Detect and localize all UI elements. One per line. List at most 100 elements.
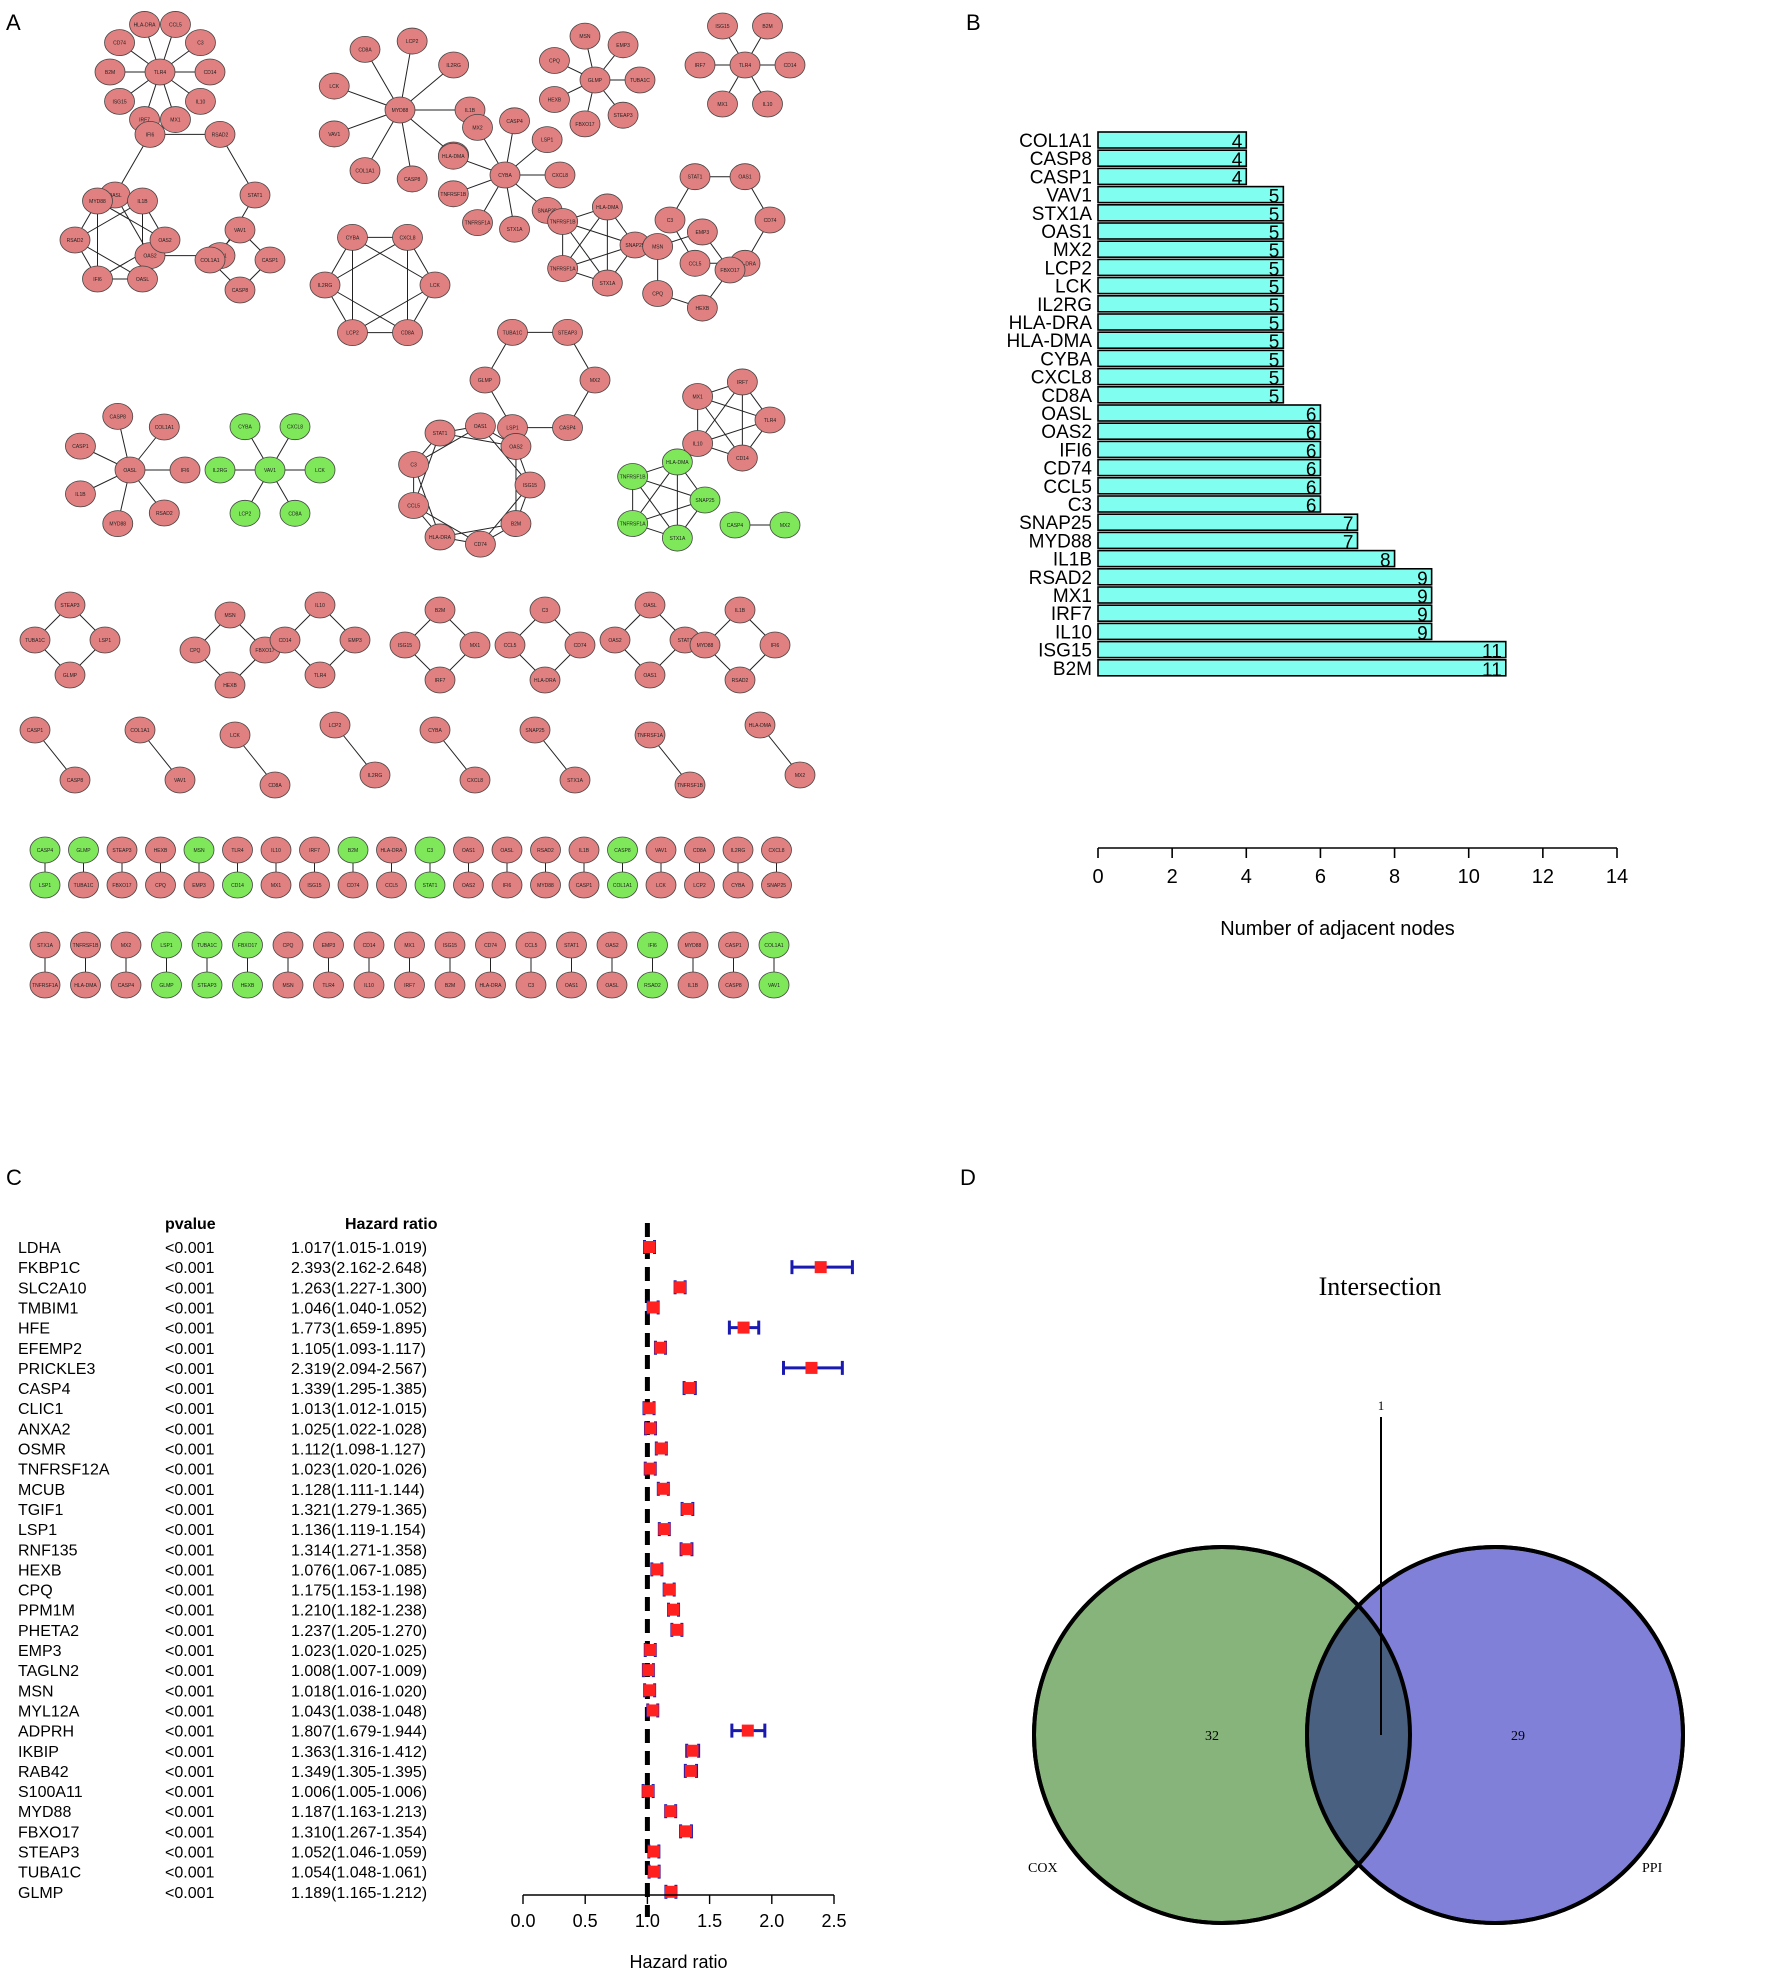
network-node-label: FBXO17 bbox=[112, 883, 131, 889]
network-node bbox=[353, 931, 385, 959]
network-node bbox=[269, 626, 301, 654]
hr-text-label: 1.175(1.153-1.198) bbox=[291, 1583, 427, 1600]
hr-point bbox=[674, 1281, 687, 1294]
hr-point bbox=[680, 1543, 693, 1556]
hr-point bbox=[683, 1382, 696, 1395]
network-node bbox=[232, 971, 263, 999]
bar-LCK bbox=[1097, 276, 1285, 295]
network-node bbox=[729, 51, 761, 79]
bar-CD74 bbox=[1097, 458, 1322, 477]
bar-CASP8 bbox=[1097, 149, 1248, 168]
network-node bbox=[104, 29, 135, 57]
network-node bbox=[224, 276, 256, 304]
network-node bbox=[642, 233, 674, 260]
network-node bbox=[462, 113, 493, 141]
gene-label: FKBP1C bbox=[18, 1260, 80, 1277]
network-node-label: IFI6 bbox=[503, 883, 512, 889]
gene-label: HFE bbox=[18, 1321, 50, 1338]
network-node-label: TNFRSF1A bbox=[620, 522, 647, 528]
bar-MX2 bbox=[1097, 240, 1285, 258]
network-node bbox=[59, 226, 91, 254]
bar-VAV1 bbox=[1097, 185, 1285, 204]
bar-IRF7 bbox=[1097, 604, 1433, 623]
bar-CD8A bbox=[1097, 385, 1285, 404]
network-node bbox=[539, 47, 570, 74]
hr-point bbox=[663, 1583, 676, 1596]
network-node-label: CASP1 bbox=[725, 943, 742, 949]
network-node bbox=[299, 836, 330, 864]
panel-label-a: A bbox=[6, 10, 21, 35]
bar-value-label: 9 bbox=[1417, 605, 1428, 626]
network-node bbox=[591, 269, 623, 297]
network-node bbox=[110, 931, 142, 959]
bar-STX1A bbox=[1097, 204, 1285, 222]
network-node-label: EMP3 bbox=[348, 638, 362, 644]
bar-category-label: CD8A bbox=[1041, 386, 1092, 407]
hr-point bbox=[655, 1442, 668, 1455]
network-node-label: B2M bbox=[348, 848, 358, 854]
network-node bbox=[82, 265, 113, 293]
network-node bbox=[758, 931, 790, 959]
hr-point bbox=[643, 1684, 656, 1697]
network-node-label: OAS2 bbox=[509, 444, 523, 450]
bar-COL1A1 bbox=[1097, 131, 1248, 149]
hr-text-label: 1.023(1.020-1.025) bbox=[291, 1643, 427, 1660]
bar-IL10 bbox=[1097, 622, 1433, 641]
network-node-label: STAT1 bbox=[248, 193, 263, 199]
gene-label: RNF135 bbox=[18, 1542, 78, 1559]
network-node bbox=[319, 711, 351, 739]
hr-point bbox=[644, 1462, 657, 1475]
network-node-label: MX2 bbox=[472, 125, 483, 131]
network-node bbox=[214, 671, 246, 699]
hr-text-label: 1.025(1.022-1.028) bbox=[291, 1421, 427, 1438]
network-node-label: HEXB bbox=[548, 98, 562, 104]
hr-point bbox=[646, 1704, 659, 1717]
network-node bbox=[529, 666, 561, 694]
network-node-label: IRF7 bbox=[139, 118, 150, 124]
network-node bbox=[164, 766, 196, 794]
network-node-label: HLA-DRA bbox=[534, 678, 557, 684]
network-node bbox=[106, 871, 138, 899]
x-tick-label: 14 bbox=[1606, 866, 1628, 888]
network-node-label: CD14 bbox=[363, 943, 376, 949]
hr-text-label: 1.112(1.098-1.127) bbox=[291, 1442, 426, 1459]
pvalue-label: <0.001 bbox=[165, 1865, 214, 1882]
network-node bbox=[645, 871, 677, 899]
hr-text-label: 1.128(1.111-1.144) bbox=[291, 1482, 425, 1499]
network-node bbox=[65, 432, 96, 460]
hr-text-label: 1.237(1.205-1.270) bbox=[291, 1623, 427, 1640]
network-node-label: MSN bbox=[652, 244, 664, 250]
x-tick-label: 12 bbox=[1532, 866, 1554, 888]
network-node-label: OAS2 bbox=[143, 254, 157, 260]
network-node bbox=[337, 223, 368, 251]
gene-label: PPM1M bbox=[18, 1603, 75, 1620]
bar-value-label: 5 bbox=[1269, 241, 1280, 262]
network-node bbox=[185, 87, 216, 115]
pvalue-label: <0.001 bbox=[165, 1703, 214, 1720]
pvalue-label: <0.001 bbox=[165, 1300, 214, 1317]
network-node bbox=[726, 444, 758, 472]
network-node bbox=[349, 157, 381, 185]
network-node-label: HEXB bbox=[223, 683, 237, 689]
network-node bbox=[260, 836, 292, 864]
network-node bbox=[70, 971, 101, 999]
bar-HLA-DRA bbox=[1097, 313, 1285, 331]
network-node bbox=[239, 181, 271, 209]
network-node-label: CASP8 bbox=[404, 177, 421, 183]
network-node bbox=[475, 931, 506, 959]
network-node bbox=[279, 499, 311, 527]
network-node bbox=[437, 142, 469, 170]
network-node-label: IL2RG bbox=[446, 63, 461, 69]
hr-point bbox=[642, 1785, 655, 1798]
network-node bbox=[129, 11, 160, 38]
degree-bar-chart: COL1A1 4 CASP8 4 CASP1 4 VAV1 5 STX1A 5 OAS1 5 MX2 5 L… bbox=[1006, 131, 1628, 940]
network-node-label: MYD88 bbox=[89, 199, 106, 205]
network-node bbox=[761, 836, 792, 864]
network-node-label: STX1A bbox=[37, 943, 54, 949]
network-node-label: CCL5 bbox=[689, 261, 702, 267]
hr-point bbox=[670, 1623, 683, 1636]
network-node bbox=[183, 836, 215, 864]
network-node-label: MX1 bbox=[470, 643, 481, 649]
network-node-label: TLR4 bbox=[764, 418, 776, 424]
network-node-label: SNAP25 bbox=[767, 883, 786, 889]
